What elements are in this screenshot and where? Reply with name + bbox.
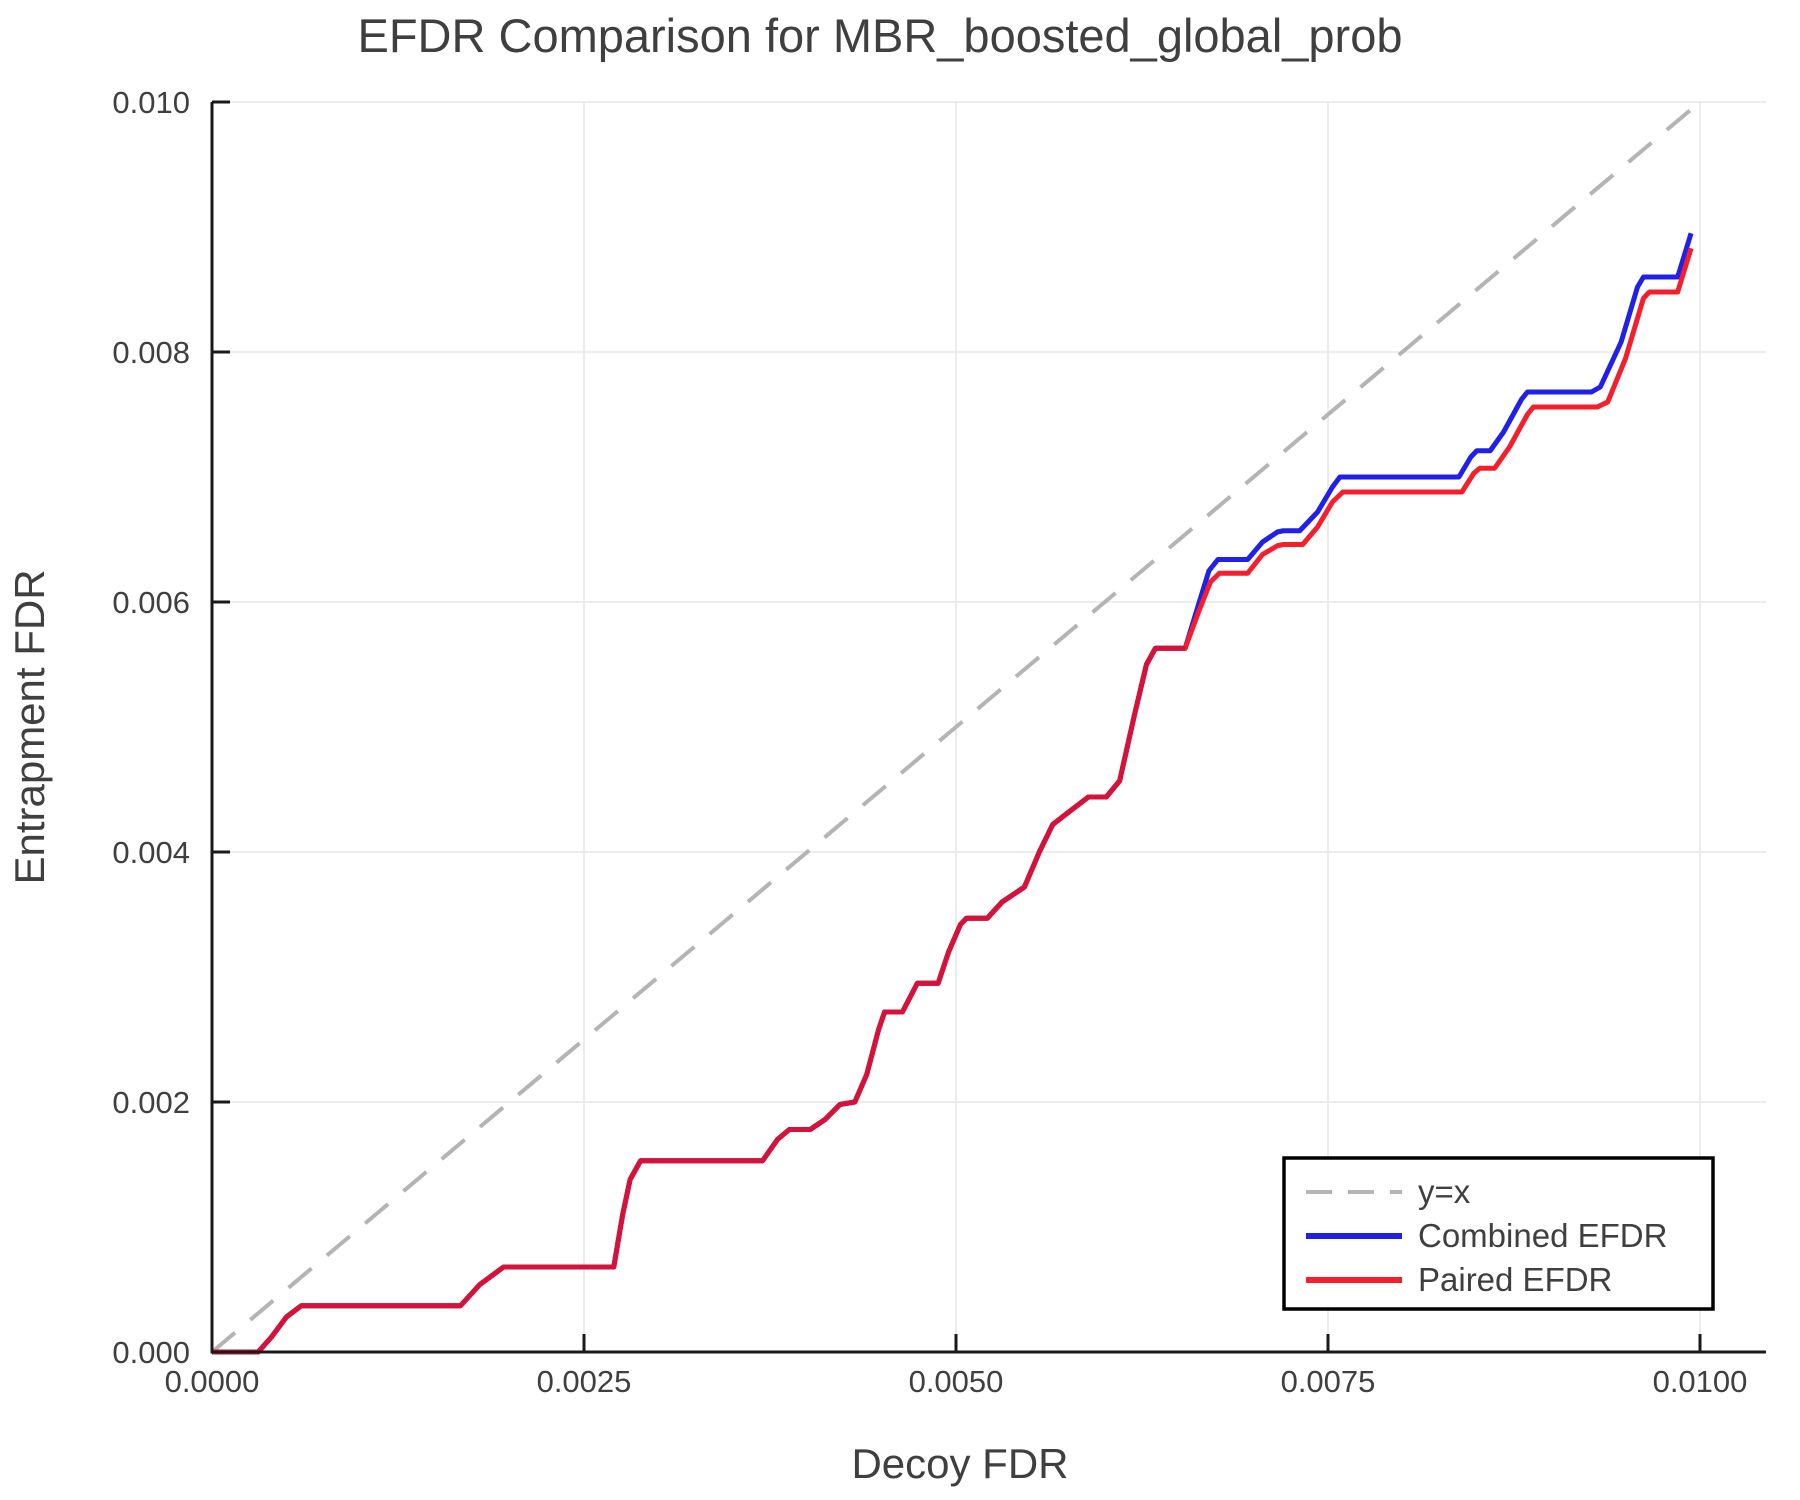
y-tick-label: 0.010 — [112, 85, 190, 120]
series-lines-layer — [212, 232, 1694, 1355]
axis-tick-labels: 0.0000 0.0025 0.0050 0.0075 0.0100 0.000 0.002… — [112, 85, 1747, 1399]
x-tick-label: 0.0025 — [537, 1364, 632, 1399]
x-axis-label: Decoy FDR — [851, 1440, 1068, 1487]
axis-spines — [210, 102, 1766, 1354]
legend-identity-label: y=x — [1418, 1173, 1471, 1210]
x-tick-label: 0.0100 — [1653, 1364, 1748, 1399]
y-axis-label: Entrapment FDR — [6, 569, 53, 884]
axis-ticks — [210, 100, 1702, 1354]
chart-title: EFDR Comparison for MBR_boosted_global_p… — [358, 9, 1403, 62]
y-tick-label: 0.004 — [112, 835, 190, 870]
grid-lines — [212, 101, 1766, 1352]
legend-combined-label: Combined EFDR — [1418, 1217, 1667, 1254]
y-tick-label: 0.000 — [112, 1335, 190, 1370]
identity-line — [210, 102, 1699, 1354]
legend: y=x Combined EFDR Paired EFDR — [1282, 1156, 1715, 1311]
y-tick-label: 0.008 — [112, 335, 190, 370]
y-tick-label: 0.002 — [112, 1085, 190, 1120]
identity-line-layer — [210, 102, 1699, 1354]
overlap-efdr-line — [212, 645, 1186, 1355]
x-tick-label: 0.0050 — [909, 1364, 1004, 1399]
legend-paired-label: Paired EFDR — [1418, 1261, 1612, 1298]
x-tick-label: 0.0000 — [165, 1364, 260, 1399]
y-tick-label: 0.006 — [112, 585, 190, 620]
x-tick-label: 0.0075 — [1281, 1364, 1376, 1399]
